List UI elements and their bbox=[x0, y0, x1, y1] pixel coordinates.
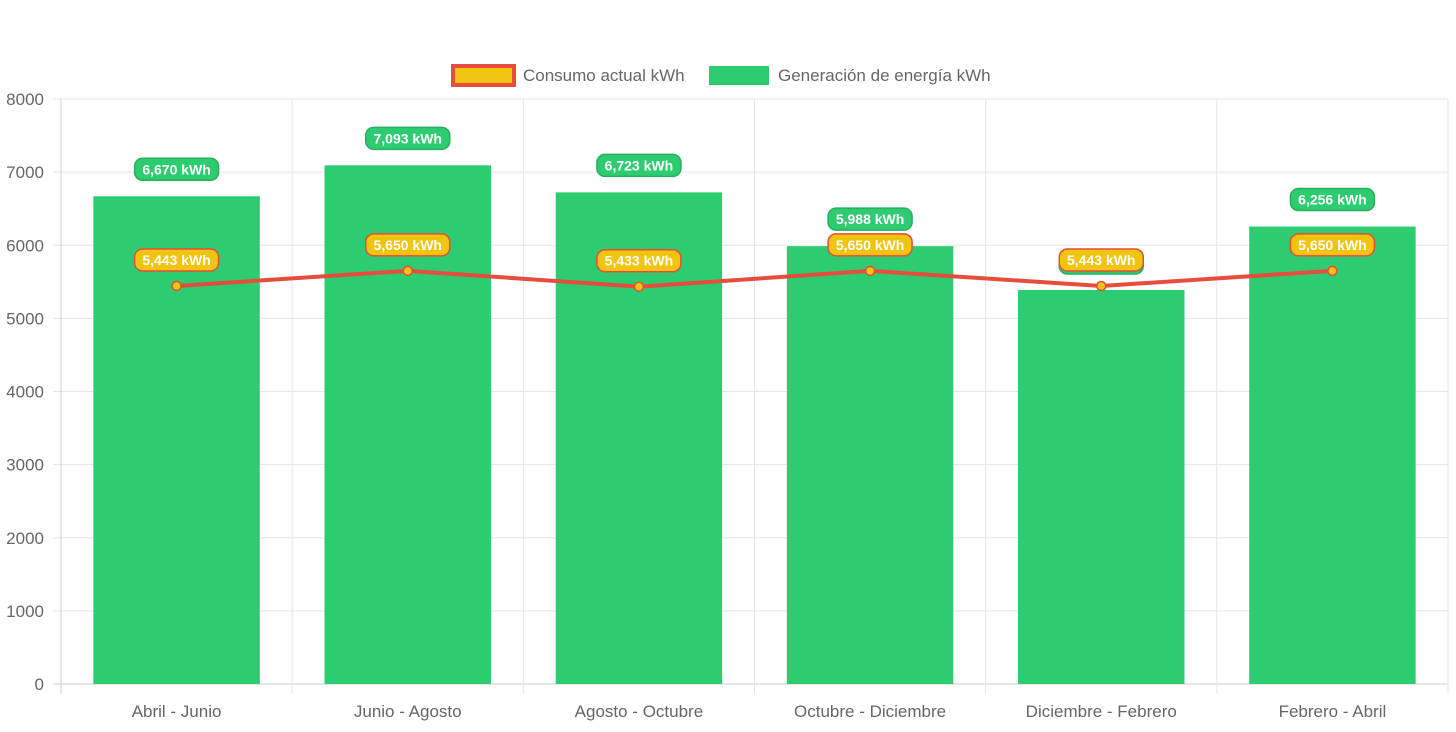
generacion-bar bbox=[93, 196, 260, 684]
y-tick-label: 3000 bbox=[6, 456, 44, 475]
generacion-label-box bbox=[596, 153, 682, 178]
line-series bbox=[171, 265, 1338, 292]
generacion-label-box bbox=[365, 126, 451, 151]
consumo-point bbox=[171, 280, 182, 292]
consumo-data-label: 5,650 kWh bbox=[1298, 237, 1366, 253]
y-tick-label: 4000 bbox=[6, 383, 44, 402]
generacion-bar bbox=[786, 246, 954, 684]
consumo-point bbox=[402, 265, 413, 277]
y-tick-label: 1000 bbox=[6, 602, 44, 621]
x-axis: Abril - Junio Junio - Agosto Agosto - Octu… bbox=[132, 702, 1387, 721]
bar-series bbox=[93, 165, 1416, 685]
generacion-label-box bbox=[827, 207, 913, 231]
consumo-label-box bbox=[1289, 233, 1376, 257]
x-tick-label: Abril - Junio bbox=[132, 702, 222, 721]
legend[interactable]: Consumo actual kWh Generación de energía… bbox=[451, 64, 991, 87]
legend-label-generacion[interactable]: Generación de energía kWh bbox=[778, 66, 991, 85]
consumo-data-label: 5,650 kWh bbox=[374, 237, 442, 253]
generacion-data-label: 5,988 kWh bbox=[836, 211, 904, 227]
consumo-data-label: 5,443 kWh bbox=[142, 252, 210, 268]
x-tick-label: Junio - Agosto bbox=[354, 702, 462, 721]
consumo-label-box bbox=[827, 233, 913, 257]
consumo-point bbox=[1096, 280, 1107, 292]
generacion-label-box bbox=[1289, 187, 1376, 212]
y-tick-label: 0 bbox=[35, 675, 44, 694]
generacion-label-box bbox=[133, 157, 220, 182]
x-tick-label: Octubre - Diciembre bbox=[794, 702, 946, 721]
y-tick-label: 7000 bbox=[6, 163, 44, 182]
consumo-label-box bbox=[596, 248, 682, 273]
x-tick-label: Diciembre - Febrero bbox=[1026, 702, 1177, 721]
legend-label-consumo[interactable]: Consumo actual kWh bbox=[523, 66, 685, 85]
consumo-data-label: 5,433 kWh bbox=[605, 253, 673, 269]
consumo-point bbox=[633, 281, 645, 292]
generacion-bar bbox=[555, 192, 723, 685]
x-tick-label: Febrero - Abril bbox=[1279, 702, 1387, 721]
consumo-point bbox=[1327, 265, 1338, 277]
data-labels: 6,670 kWh 7,093 kWh 6,723 kWh 5,988 kWh 6,25… bbox=[133, 126, 1376, 275]
generacion-bar bbox=[1249, 226, 1416, 684]
consumo-label-box bbox=[133, 248, 220, 272]
consumo-label-box bbox=[1058, 248, 1144, 272]
consumo-label-box bbox=[365, 233, 451, 257]
generacion-data-label: 6,670 kWh bbox=[142, 161, 210, 177]
generacion-data-label: 6,723 kWh bbox=[605, 157, 673, 173]
legend-swatch-consumo[interactable] bbox=[451, 64, 516, 87]
y-tick-label: 5000 bbox=[6, 309, 44, 328]
y-axis: 0 1000 2000 3000 4000 5000 6000 7000 8000 bbox=[6, 90, 44, 694]
consumo-data-label: 5,443 kWh bbox=[1067, 252, 1135, 268]
legend-swatch-generacion[interactable] bbox=[709, 66, 769, 85]
x-tick-label: Agosto - Octubre bbox=[575, 702, 704, 721]
generacion-data-label: 7,093 kWh bbox=[374, 130, 442, 146]
consumo-line bbox=[176, 268, 1333, 289]
grid-lines bbox=[53, 98, 1449, 694]
consumo-data-label: 5,650 kWh bbox=[836, 237, 904, 253]
generacion-bar bbox=[1018, 290, 1185, 684]
y-tick-label: 2000 bbox=[6, 529, 44, 548]
y-tick-label: 6000 bbox=[6, 236, 44, 255]
consumo-point bbox=[864, 265, 876, 277]
y-tick-label: 8000 bbox=[6, 90, 44, 109]
generacion-data-label: 6,256 kWh bbox=[1298, 192, 1366, 208]
